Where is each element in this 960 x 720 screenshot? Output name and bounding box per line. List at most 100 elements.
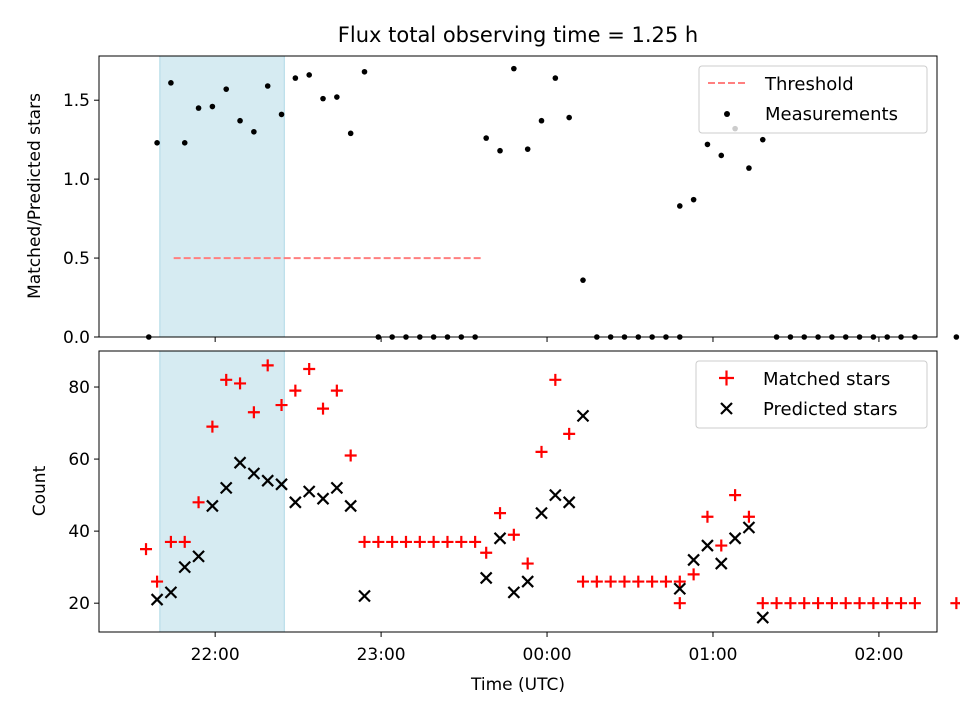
shaded-observing-window [159, 55, 285, 338]
predicted-star-point [535, 506, 548, 520]
matched-star-point [895, 597, 908, 610]
predicted-star-point [164, 586, 178, 599]
measurement-point [953, 334, 960, 340]
predicted-star-point [344, 499, 357, 513]
legend-matched-label: Matched stars [763, 369, 890, 390]
matched-star-point [344, 449, 357, 462]
bottom-axes-frame [98, 350, 938, 633]
bottom-x-ticks: 22:00 23:00 00:00 01:00 02:00 [191, 632, 903, 665]
top-legend: Threshold Measurements [698, 65, 928, 134]
predicted-star-point [701, 539, 714, 552]
matched-star-point [798, 597, 811, 610]
x-tick-label: 23:00 [357, 645, 406, 665]
matched-star-point [867, 597, 880, 610]
measurement-point [320, 95, 326, 102]
matched-star-point [701, 510, 714, 523]
measurement-point [566, 114, 572, 121]
matched-star-point [480, 546, 493, 559]
matched-star-point [535, 445, 548, 458]
y-tick-label: 80 [68, 378, 90, 398]
matched-star-point [289, 384, 302, 397]
matched-star-point [413, 535, 426, 548]
y-tick-label: 1.0 [63, 170, 90, 190]
matched-star-point [220, 373, 233, 386]
bottom-legend: Matched stars Predicted stars [695, 360, 928, 429]
matched-star-point [164, 535, 177, 548]
measurement-point [718, 152, 725, 159]
predicted-star-point [233, 456, 247, 469]
measurement-point [690, 196, 697, 203]
chart-title: Flux total observing time = 1.25 h [338, 23, 698, 47]
matched-star-point [673, 597, 686, 610]
predicted-star-point [576, 409, 590, 423]
measurement-point [264, 83, 271, 89]
matched-star-point [604, 575, 617, 588]
measurement-point [209, 103, 216, 110]
measurement-point [746, 165, 752, 171]
matched-star-point [853, 597, 866, 610]
measurement-point [181, 140, 188, 146]
bottom-plot-area [140, 359, 960, 624]
measurement-point [278, 111, 285, 118]
bottom-panel: 20 40 60 80 22:00 23:00 00:00 01:00 02:00 Count… [30, 350, 960, 665]
matched-star-point [825, 597, 838, 610]
x-tick-label: 22:00 [191, 645, 240, 665]
matched-star-point [549, 373, 562, 386]
matched-star-point [812, 597, 825, 610]
legend-measurements-label: Measurements [765, 104, 898, 125]
measurement-point [251, 128, 257, 135]
measurement-point [676, 203, 683, 209]
matched-star-point [247, 406, 260, 419]
y-tick-label: 0.5 [63, 249, 90, 269]
measurement-point [168, 80, 174, 86]
measurement-point [759, 136, 766, 143]
measurement-point [347, 130, 354, 137]
matched-star-point [839, 597, 852, 610]
matched-star-point [441, 535, 454, 548]
legend-predicted-swatch [720, 402, 733, 415]
matched-star-point [261, 359, 274, 372]
predicted-star-point [206, 499, 219, 513]
matched-star-point [427, 535, 440, 548]
y-tick-label: 0.0 [63, 328, 90, 348]
measurement-point [292, 75, 299, 81]
legend-predicted-label: Predicted stars [763, 399, 897, 420]
measurement-point [704, 141, 711, 148]
matched-star-point [908, 597, 921, 610]
top-shaded-region [159, 55, 285, 338]
matched-star-point [192, 496, 205, 509]
matched-star-point [151, 575, 164, 588]
matched-star-point [399, 535, 412, 548]
matched-star-point [507, 528, 520, 541]
predicted-star-point [261, 474, 274, 487]
predicted-star-point [742, 521, 756, 534]
matched-star-point [590, 575, 603, 588]
matched-star-point [469, 535, 482, 548]
measurement-point [223, 86, 230, 92]
matched-star-point [673, 575, 686, 588]
predicted-star-point [493, 532, 507, 545]
matched-star-point [881, 597, 894, 610]
matched-star-point [742, 510, 755, 523]
matched-star-point [632, 575, 645, 588]
predicted-star-point [247, 467, 261, 480]
matched-star-point [659, 575, 672, 588]
matched-star-point [521, 557, 534, 570]
matched-star-point [784, 597, 797, 610]
legend-threshold-label: Threshold [764, 74, 854, 95]
measurement-point [483, 135, 489, 141]
matched-star-point [494, 507, 507, 520]
matched-star-point [372, 535, 385, 548]
predicted-star-point [687, 553, 700, 567]
predicted-star-point [756, 611, 770, 624]
predicted-star-point [549, 488, 562, 502]
x-tick-label: 01:00 [688, 645, 737, 665]
y-tick-label: 40 [68, 522, 90, 542]
measurement-point [306, 72, 312, 78]
matched-star-point [756, 597, 769, 610]
predicted-star-point [521, 575, 534, 588]
top-y-axis-label: Matched/Predicted stars [25, 93, 45, 299]
matched-star-point [646, 575, 659, 588]
measurement-point [552, 75, 559, 81]
top-x-ticks [214, 337, 880, 342]
